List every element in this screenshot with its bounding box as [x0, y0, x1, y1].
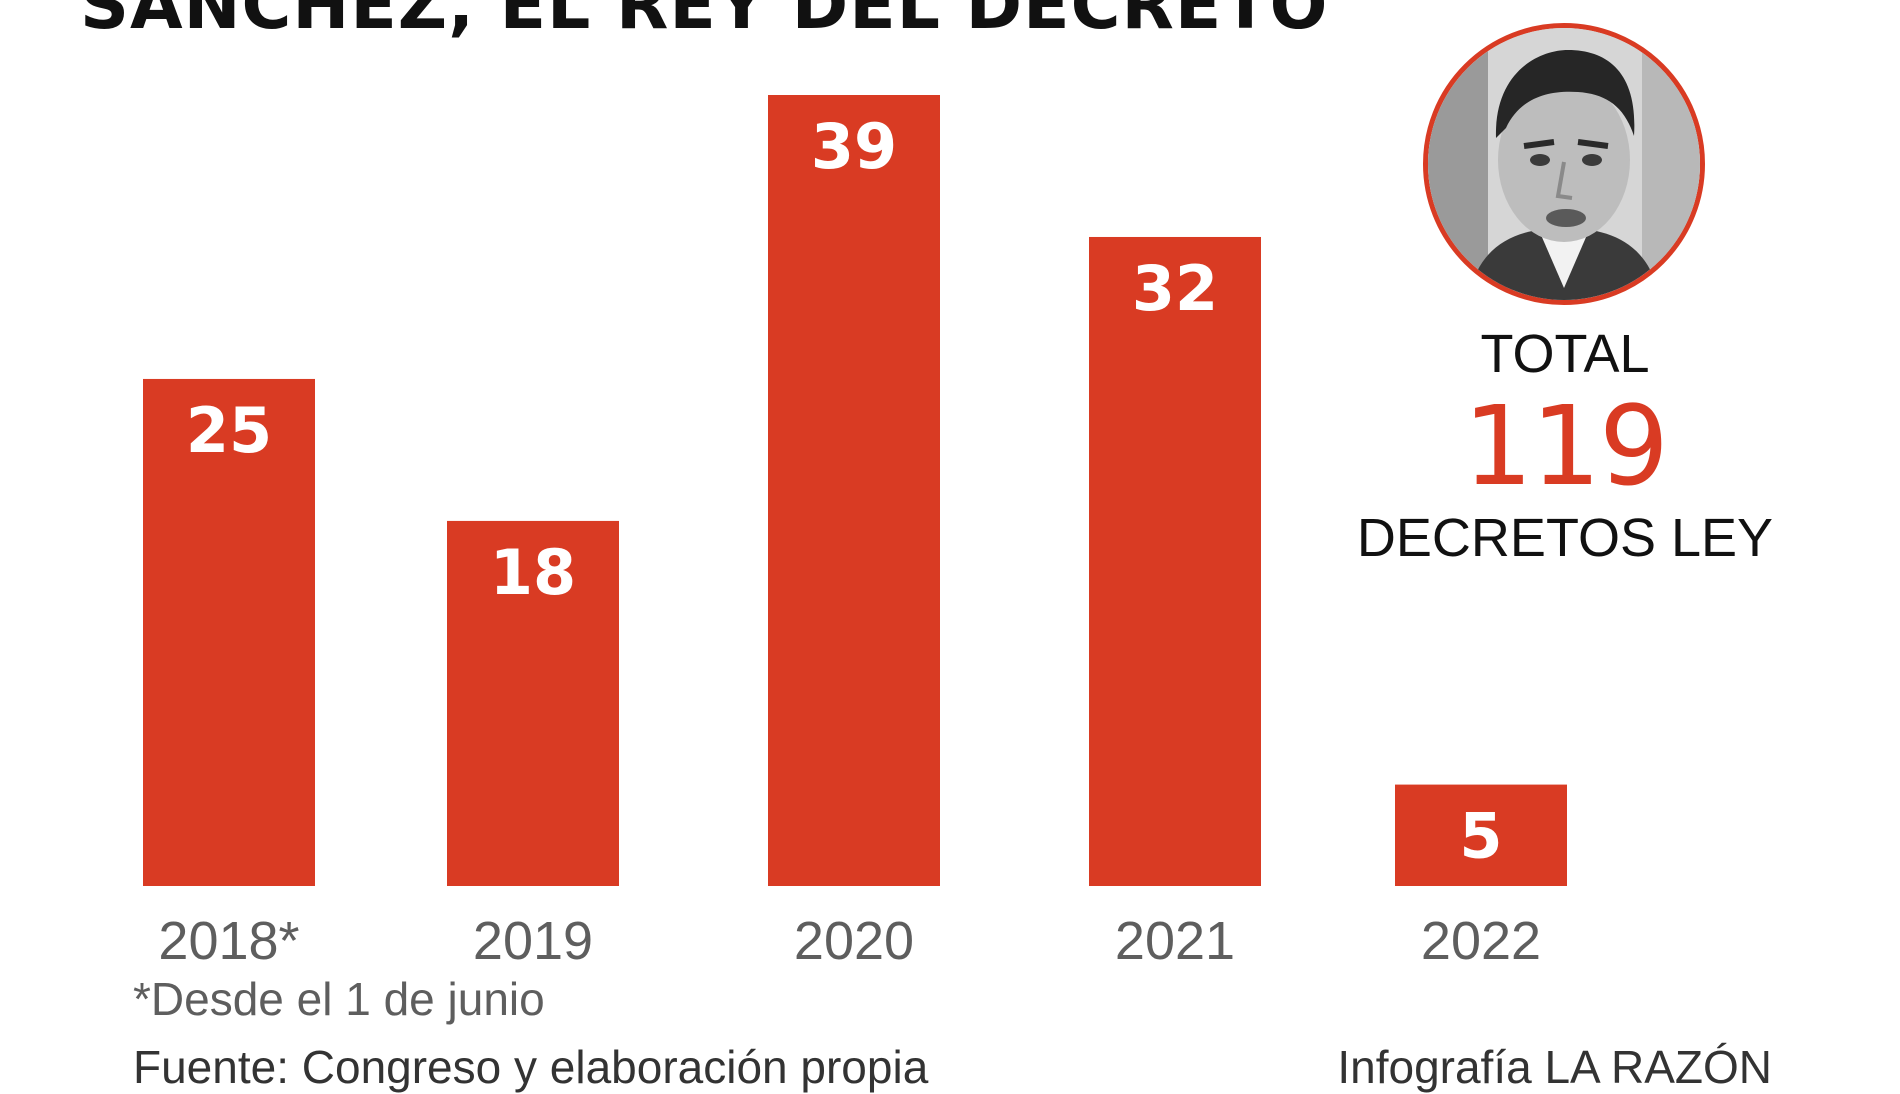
x-tick-label: 2018* — [158, 911, 299, 971]
credit-note: Infografía LA RAZÓN — [1337, 1041, 1772, 1093]
bar-chart: 25 18 39 32 5 2018* 2019 2020 2021 2022 — [143, 95, 1567, 971]
total-label: TOTAL — [1480, 324, 1650, 384]
bar-value-label: 25 — [186, 394, 272, 467]
bar-2018 — [143, 378, 315, 886]
bar-value-label: 32 — [1132, 252, 1218, 325]
total-unit: DECRETOS LEY — [1356, 508, 1774, 568]
total-summary: TOTAL 119 DECRETOS LEY — [1340, 322, 1790, 570]
bar-2020 — [768, 95, 940, 886]
x-tick-label: 2021 — [1115, 911, 1235, 971]
bar-2019 — [447, 520, 619, 886]
source-note: Fuente: Congreso y elaboración propia — [133, 1041, 929, 1093]
bar-value-label: 39 — [811, 110, 897, 183]
bar-2021 — [1089, 236, 1261, 886]
chart-title: SÁNCHEZ, EL REY DEL DECRETO — [80, 0, 1329, 45]
bar-value-label: 5 — [1459, 800, 1502, 873]
x-tick-label: 2020 — [794, 911, 914, 971]
x-axis-tick-labels: 2018* 2019 2020 2021 2022 — [158, 911, 1541, 971]
bar-2022 — [1395, 784, 1567, 886]
portrait-icon — [1428, 28, 1700, 300]
x-tick-label: 2022 — [1421, 911, 1541, 971]
bars-layer — [143, 95, 1567, 886]
total-value: 119 — [1463, 382, 1669, 510]
portrait-photo — [1423, 23, 1705, 305]
bar-value-label: 18 — [490, 536, 576, 609]
footnote: *Desde el 1 de junio — [133, 973, 545, 1025]
x-tick-label: 2019 — [473, 911, 593, 971]
value-labels-layer: 25 18 39 32 5 — [186, 110, 1503, 873]
